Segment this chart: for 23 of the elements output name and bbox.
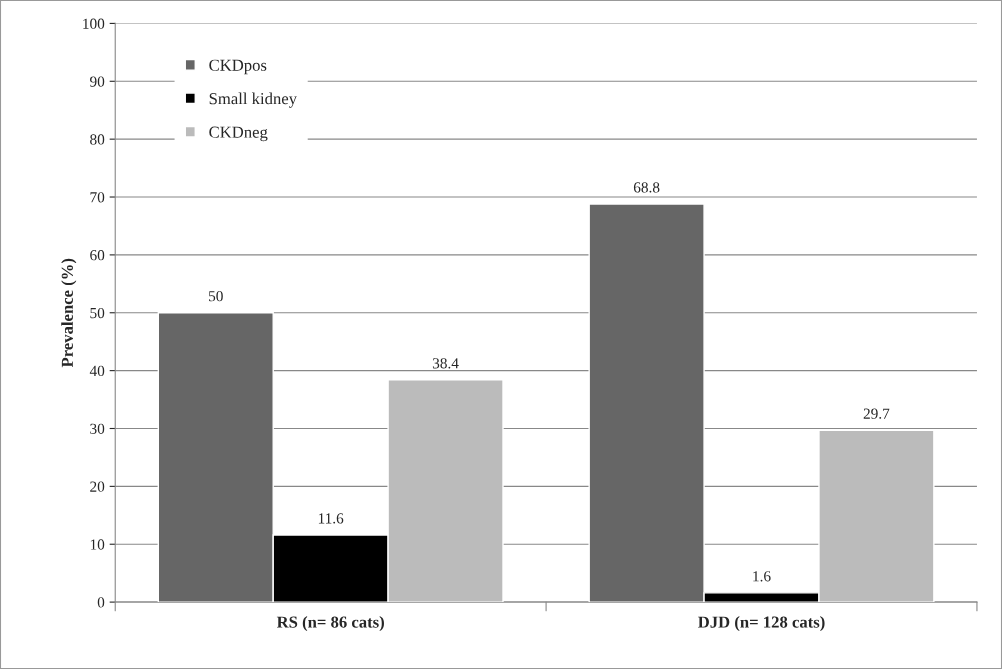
y-axis-title: Prevalence (%)	[61, 258, 77, 368]
y-tick-label: 0	[97, 597, 105, 608]
y-tick-label: 50	[90, 307, 105, 319]
data-label: 50	[209, 291, 223, 302]
legend-label: CKDpos	[209, 59, 267, 75]
data-label: 11.6	[318, 513, 344, 524]
x-tick-label: DJD (n= 128 cats)	[698, 615, 825, 632]
y-tick-label: 10	[90, 539, 105, 550]
y-tick-label: 30	[90, 423, 105, 434]
y-tick-label: 40	[89, 365, 105, 377]
y-tick-label: 100	[83, 18, 105, 29]
y-tick-label: 80	[90, 134, 105, 145]
y-tick-label: 60	[90, 250, 105, 261]
data-label: 29.7	[863, 408, 890, 419]
legend-label: CKDneg	[209, 126, 268, 142]
data-label: 38.4	[432, 358, 459, 369]
y-tick-label: 90	[90, 76, 105, 87]
y-tick-label: 70	[90, 192, 105, 203]
data-label: 1.6	[753, 571, 771, 582]
data-label: 68.8	[633, 182, 660, 193]
x-tick-label: RS (n= 86 cats)	[276, 615, 384, 632]
legend-label: Small kidney	[209, 92, 297, 108]
y-tick-label: 20	[90, 481, 105, 492]
